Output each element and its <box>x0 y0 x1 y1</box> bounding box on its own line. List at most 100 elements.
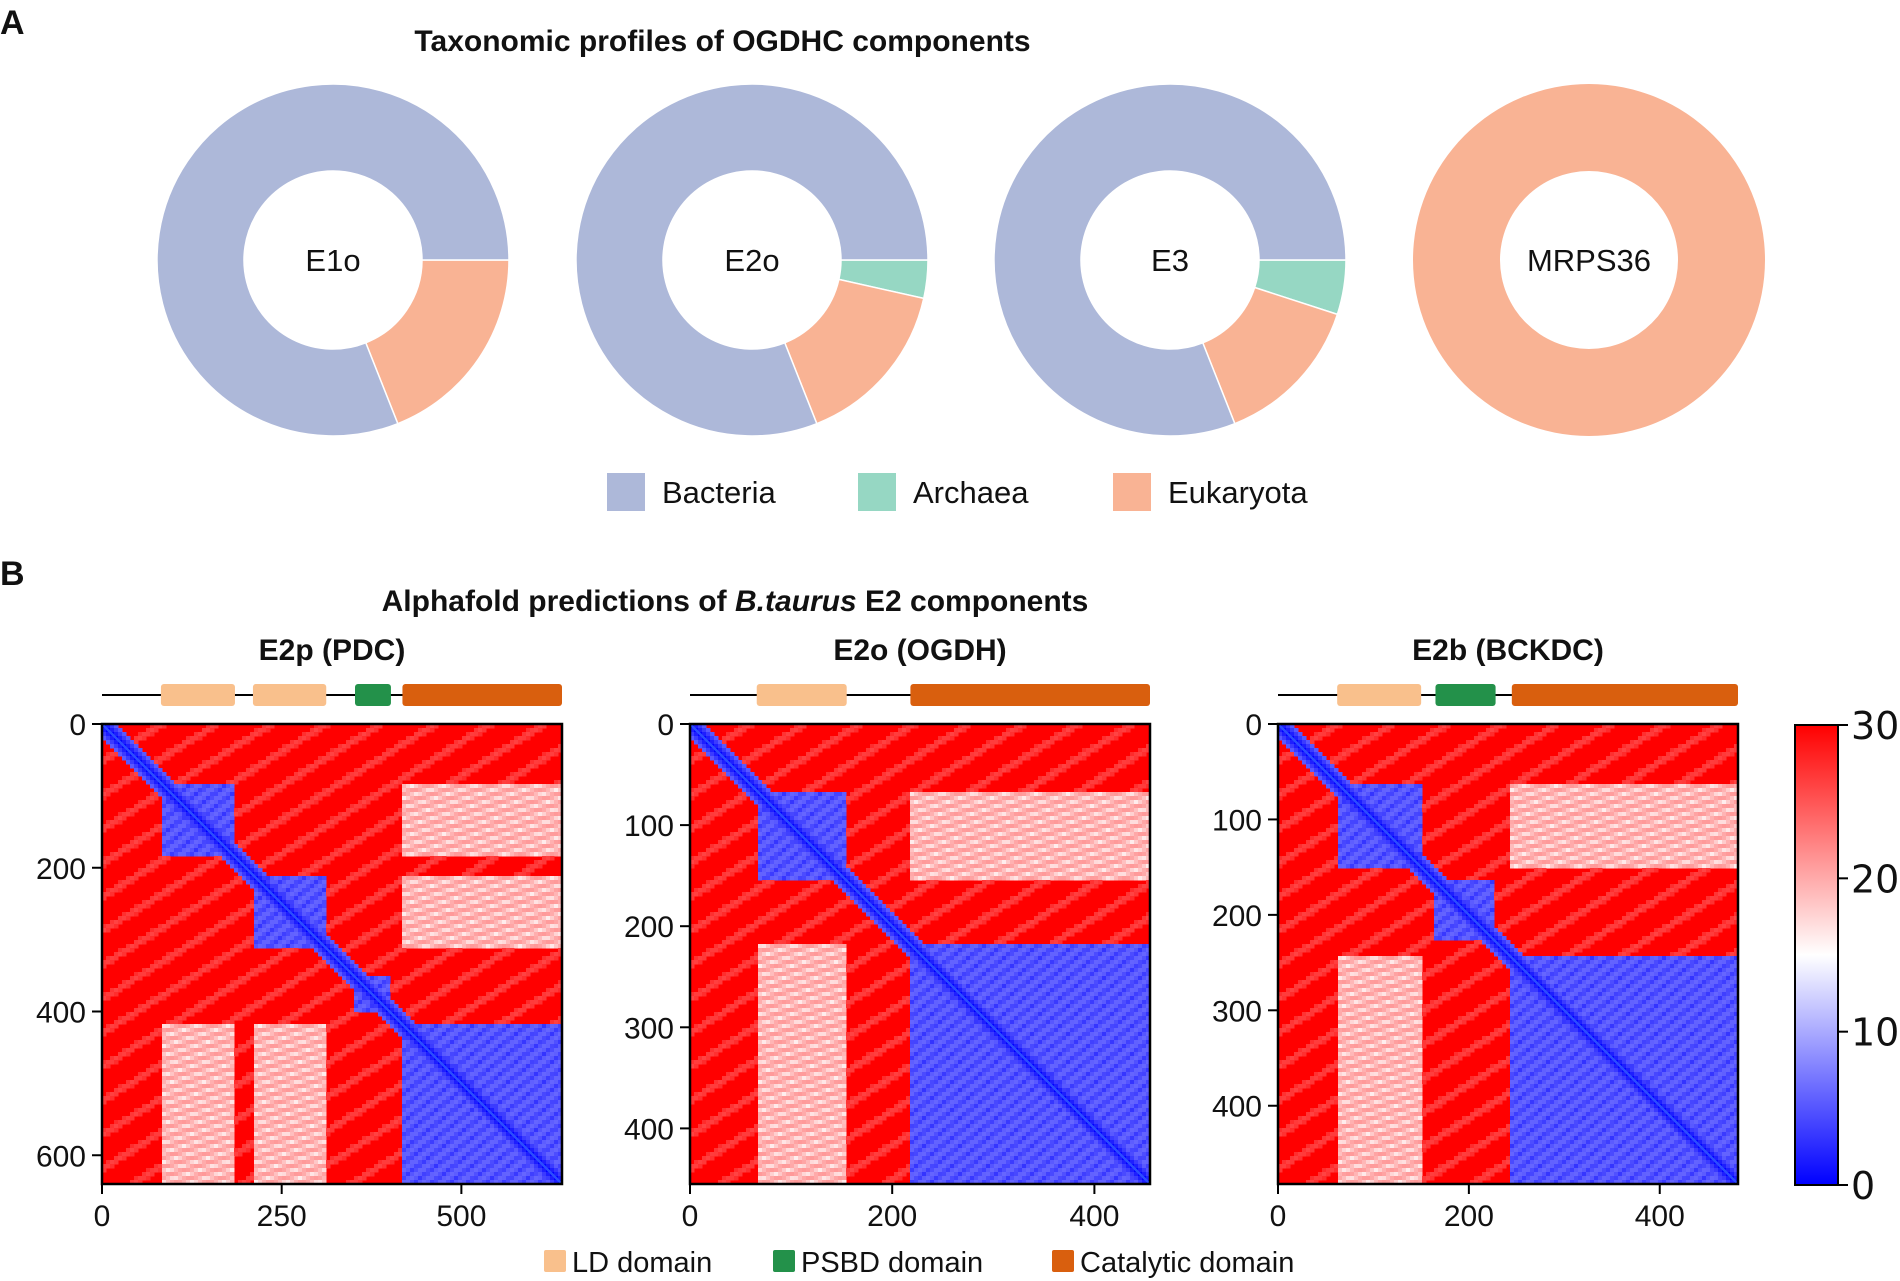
heatmap-cell <box>126 736 131 741</box>
heatmap-cell <box>226 988 231 993</box>
heatmap-cell <box>170 820 175 825</box>
heatmap-cell <box>466 908 471 913</box>
heatmap-cell <box>418 812 423 817</box>
heatmap-cell <box>490 800 495 805</box>
heatmap-cell <box>174 884 179 889</box>
heatmap-cell <box>206 1000 211 1005</box>
heatmap-cell <box>306 892 311 897</box>
heatmap-cell <box>466 1028 471 1033</box>
heatmap-cell <box>438 896 443 901</box>
heatmap-cell <box>410 884 415 889</box>
heatmap-cell <box>470 796 475 801</box>
heatmap-cell <box>426 824 431 829</box>
heatmap-cell <box>478 728 483 733</box>
heatmap-cell <box>274 924 279 929</box>
heatmap-cell <box>534 1036 539 1041</box>
heatmap-cell <box>214 960 219 965</box>
heatmap-cell <box>546 1028 551 1033</box>
heatmap-cell <box>438 840 443 845</box>
heatmap-cell <box>298 1012 303 1017</box>
heatmap-cell <box>550 852 555 857</box>
heatmap-cell <box>530 880 535 885</box>
heatmap-cell <box>506 832 511 837</box>
heatmap-cell <box>478 928 483 933</box>
heatmap-cell <box>178 1032 183 1037</box>
heatmap-cell <box>222 1028 227 1033</box>
heatmap-cell <box>482 844 487 849</box>
heatmap-cell <box>406 928 411 933</box>
heatmap-cell <box>182 944 187 949</box>
heatmap-cell <box>146 836 151 841</box>
heatmap-cell <box>278 1048 283 1053</box>
heatmap-cell <box>450 1016 455 1021</box>
heatmap-cell <box>494 828 499 833</box>
heatmap-cell <box>414 904 419 909</box>
heatmap-cell <box>190 872 195 877</box>
heatmap-cell <box>402 900 407 905</box>
heatmap-cell <box>442 796 447 801</box>
heatmap-cell <box>110 956 115 961</box>
heatmap-cell <box>194 836 199 841</box>
heatmap-cell <box>278 884 283 889</box>
heatmap-cell <box>518 792 523 797</box>
heatmap-cell <box>270 876 275 881</box>
heatmap-cell <box>502 748 507 753</box>
heatmap-cell <box>398 1052 403 1057</box>
heatmap-cell <box>182 1016 187 1021</box>
heatmap-cell <box>478 848 483 853</box>
heatmap-cell <box>454 1028 459 1033</box>
heatmap-cell <box>402 844 407 849</box>
heatmap-cell <box>126 948 131 953</box>
heatmap-cell <box>518 1056 523 1061</box>
heatmap-cell <box>434 940 439 945</box>
heatmap-cell <box>298 1008 303 1013</box>
heatmap-cell <box>442 880 447 885</box>
heatmap-cell <box>438 808 443 813</box>
heatmap-cell <box>546 988 551 993</box>
heatmap-cell <box>550 924 555 929</box>
heatmap-cell <box>546 812 551 817</box>
heatmap-cell <box>334 820 339 825</box>
heatmap-cell <box>470 936 475 941</box>
heatmap-cell <box>294 1064 299 1069</box>
heatmap-cell <box>118 952 123 957</box>
heatmap-cell <box>554 816 559 821</box>
heatmap-cell <box>298 876 303 881</box>
heatmap-cell <box>410 852 415 857</box>
heatmap-cell <box>466 836 471 841</box>
heatmap-cell <box>478 876 483 881</box>
heatmap-cell <box>210 996 215 1001</box>
heatmap-cell <box>162 1064 167 1069</box>
heatmap-cell <box>534 848 539 853</box>
heatmap-cell <box>326 940 331 945</box>
heatmap-cell <box>546 992 551 997</box>
heatmap-cell <box>390 952 395 957</box>
heatmap-cell <box>390 848 395 853</box>
heatmap-cell <box>546 1032 551 1037</box>
heatmap-cell <box>358 768 363 773</box>
heatmap-cell <box>466 844 471 849</box>
heatmap-cell <box>346 1012 351 1017</box>
heatmap-cell <box>482 800 487 805</box>
heatmap-cell <box>522 924 527 929</box>
heatmap-cell <box>162 1052 167 1057</box>
heatmap-cell <box>438 832 443 837</box>
heatmap-cell <box>358 736 363 741</box>
heatmap-cell <box>542 992 547 997</box>
heatmap-cell <box>374 828 379 833</box>
heatmap-cell <box>378 756 383 761</box>
heatmap-cell <box>414 876 419 881</box>
heatmap-cell <box>434 1040 439 1045</box>
heatmap-cell <box>338 1016 343 1021</box>
heatmap-cell <box>494 1044 499 1049</box>
heatmap-cell <box>526 1052 531 1057</box>
heatmap-cell <box>318 900 323 905</box>
heatmap-cell <box>462 840 467 845</box>
heatmap-cell <box>406 804 411 809</box>
heatmap-cell <box>414 820 419 825</box>
heatmap-cell <box>318 1040 323 1045</box>
heatmap-cell <box>222 992 227 997</box>
heatmap-cell <box>186 796 191 801</box>
heatmap-cell <box>290 844 295 849</box>
heatmap-cell <box>410 792 415 797</box>
